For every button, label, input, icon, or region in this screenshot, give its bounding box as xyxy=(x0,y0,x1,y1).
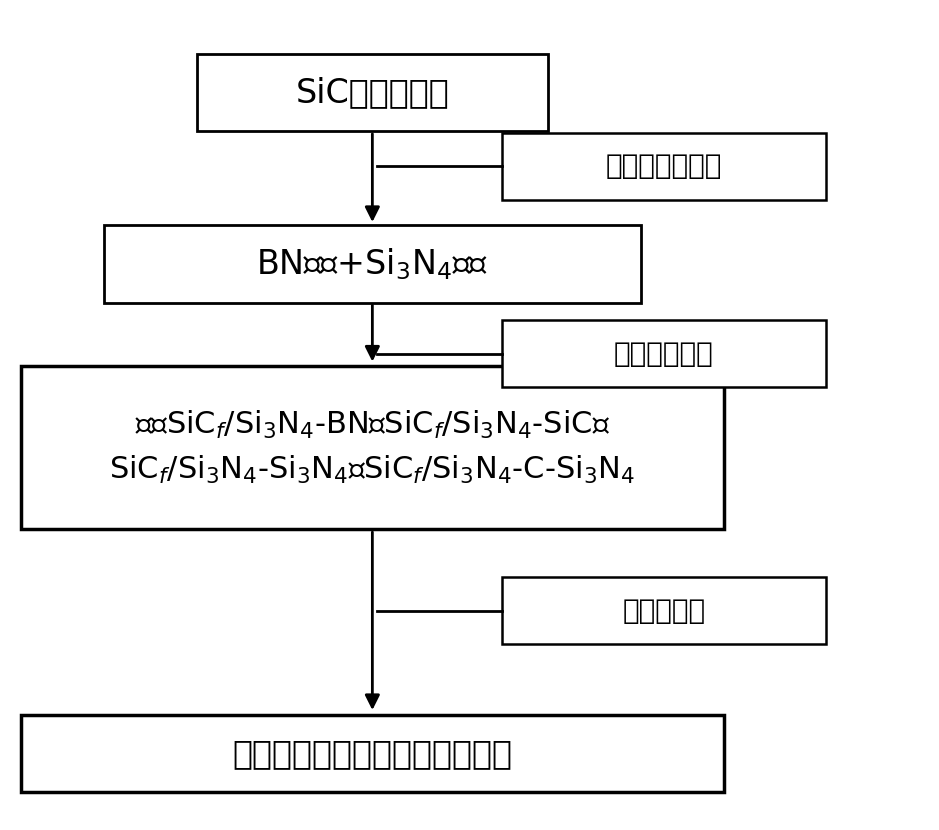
Text: 多孔SiC$_f$/Si$_3$N$_4$-BN或SiC$_f$/Si$_3$N$_4$-SiC或
SiC$_f$/Si$_3$N$_4$-Si$_3$N$_4: 多孔SiC$_f$/Si$_3$N$_4$-BN或SiC$_f$/Si$_3$N… xyxy=(109,409,636,486)
Bar xyxy=(501,578,825,644)
Bar xyxy=(21,366,724,530)
Text: BN界面+Si$_3$N$_4$基体: BN界面+Si$_3$N$_4$基体 xyxy=(256,247,488,282)
Text: 制备界面和基体: 制备界面和基体 xyxy=(606,152,722,180)
Bar xyxy=(196,54,548,131)
Text: 致密结构吸波型陶瓷基复合材料: 致密结构吸波型陶瓷基复合材料 xyxy=(232,737,513,770)
Text: 硅熔体渗透: 硅熔体渗透 xyxy=(623,597,705,625)
Bar xyxy=(104,225,640,303)
Bar xyxy=(21,715,724,793)
Bar xyxy=(501,320,825,388)
Bar xyxy=(501,133,825,199)
Text: SiC纤维预制体: SiC纤维预制体 xyxy=(296,76,449,109)
Text: 浆料浸渗粉体: 浆料浸渗粉体 xyxy=(614,339,714,368)
